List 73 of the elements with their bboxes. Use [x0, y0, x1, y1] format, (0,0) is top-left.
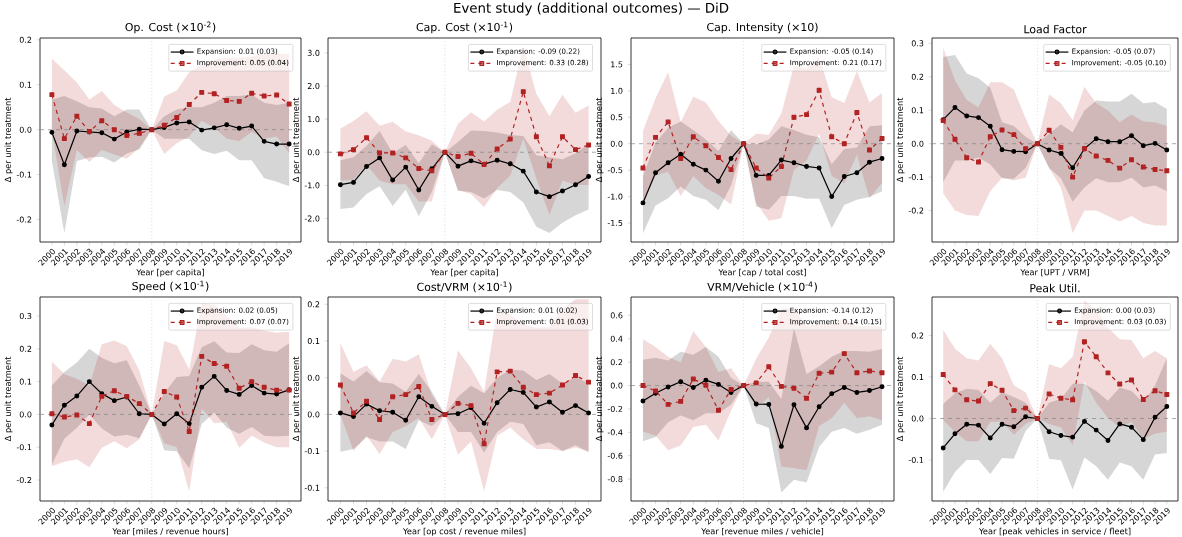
y-tick-label: 0.2 — [610, 359, 623, 366]
y-tick-label: 0.6 — [610, 312, 623, 319]
chart-title: Load Factor — [1024, 24, 1087, 34]
y-tick-label: 0.3 — [19, 312, 32, 320]
y-tick-label: 0.2 — [19, 36, 32, 43]
y-axis-title: Δ per unit treatment — [4, 97, 13, 183]
y-tick-label: 0.0 — [610, 382, 623, 389]
y-tick-label: 1.0 — [308, 116, 320, 123]
y-tick-label: 0.0 — [610, 140, 623, 147]
y-axis-title: Δ per unit treatment — [292, 97, 301, 183]
y-tick-label: 0.1 — [307, 338, 320, 345]
y-tick-label: 1.5 — [611, 61, 623, 68]
y-tick-label: -0.1 — [304, 484, 320, 491]
x-axis-title: Year [peak vehicles in service / fleet] — [978, 527, 1131, 536]
y-tick-label: -1.0 — [607, 193, 623, 200]
y-tick-label: 0.3 — [911, 40, 924, 47]
y-tick-label: 0.0 — [307, 374, 320, 381]
chart-title: Cap. Intensity (×10) — [707, 22, 818, 34]
y-tick-label: 1.0 — [611, 87, 623, 94]
chart-title: Cost/VRM (×10$^{-1}$) — [417, 281, 512, 293]
y-tick-label: -0.1 — [304, 448, 320, 455]
y-axis-title: Δ per unit treatment — [896, 97, 905, 183]
y-tick-label: -0.1 — [908, 456, 924, 463]
y-tick-label: -0.6 — [607, 452, 623, 459]
y-tick-label: -0.2 — [908, 207, 924, 214]
y-tick-label: -0.2 — [16, 476, 32, 484]
y-tick-label: -0.8 — [607, 476, 623, 483]
y-axis-title: Δ per unit treatment — [292, 356, 301, 442]
y-tick-label: 0.2 — [911, 332, 924, 339]
x-axis-title: Year [cap / total cost] — [718, 268, 806, 277]
y-tick-label: 0.4 — [610, 335, 623, 342]
x-axis-title: Year [miles / revenue hours] — [112, 527, 228, 536]
y-tick-label: 0.2 — [911, 73, 924, 80]
y-axis-title: Δ per unit treatment — [595, 356, 604, 442]
y-tick-label: -0.4 — [607, 429, 623, 436]
y-tick-label: -1.0 — [304, 182, 320, 189]
chart-title: Cap. Cost (×10$^{-1}$) — [416, 21, 513, 34]
chart-title: VRM/Vehicle (×10$^{-4}$) — [707, 281, 817, 293]
y-tick-label: 0.0 — [19, 126, 32, 133]
y-tick-label: 0.0 — [307, 411, 320, 418]
y-tick-label: 0.1 — [19, 81, 32, 88]
x-axis-title: Year [revenue miles / vehicle] — [701, 527, 824, 536]
y-tick-label: -0.2 — [607, 405, 623, 412]
y-tick-label: -0.1 — [908, 174, 924, 181]
y-tick-label: -1.5 — [607, 220, 623, 226]
y-tick-label: 0.1 — [19, 378, 32, 385]
x-axis-title: Year [op cost / revenue miles] — [402, 527, 526, 536]
y-tick-label: 0.0 — [911, 415, 924, 422]
y-tick-label: 0.1 — [911, 374, 924, 381]
y-tick-label: -0.1 — [16, 171, 32, 178]
y-tick-label: -2.0 — [304, 215, 320, 222]
y-tick-label: 0.1 — [911, 107, 924, 114]
y-tick-label: 0.5 — [610, 114, 623, 121]
chart-title: Peak Util. — [1030, 283, 1080, 293]
y-axis-title: Δ per unit treatment — [4, 356, 13, 442]
y-tick-label: 0.0 — [307, 149, 320, 156]
y-tick-label: -0.5 — [607, 167, 623, 174]
x-axis-title: Year [per capita] — [136, 268, 204, 277]
y-tick-label: -0.2 — [16, 216, 32, 223]
y-tick-label: 0.0 — [911, 140, 924, 147]
y-tick-label: 3.0 — [307, 49, 320, 56]
x-axis-title: Year [UPT / VRM] — [1020, 268, 1089, 277]
text: Event study (additional outcomes) — DiD — [454, 2, 729, 16]
y-tick-label: 0.2 — [19, 345, 32, 352]
y-axis-title: Δ per unit treatment — [896, 356, 905, 442]
y-tick-label: 0.2 — [307, 301, 320, 308]
y-tick-label: 0.0 — [19, 411, 32, 418]
x-axis-title: Year [per capita] — [430, 268, 498, 277]
chart-title: Op. Cost (×10$^{-2}$) — [125, 21, 216, 34]
y-tick-label: -0.1 — [16, 444, 32, 451]
y-tick-label: 2.0 — [307, 82, 320, 90]
chart-title: Speed (×10$^{-1}$) — [132, 280, 209, 293]
y-axis-title: Δ per unit treatment — [595, 97, 604, 183]
